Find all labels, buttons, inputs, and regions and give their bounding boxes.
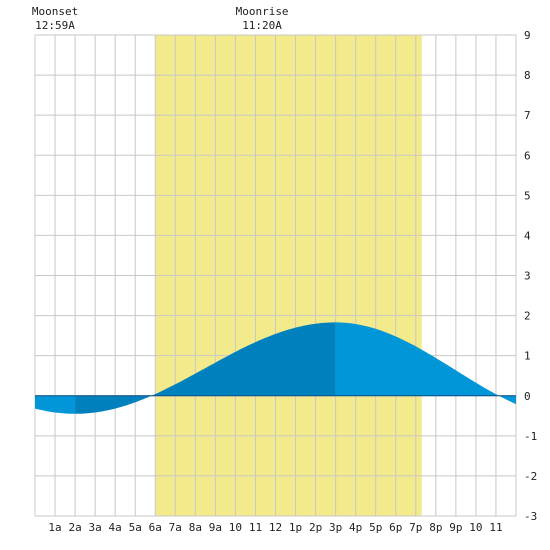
x-tick-label: 1p	[289, 521, 302, 534]
x-tick-label: 2a	[68, 521, 81, 534]
x-tick-label: 7a	[169, 521, 182, 534]
x-tick-label: 9a	[209, 521, 222, 534]
x-tick-label: 1a	[48, 521, 61, 534]
tide-area-rising	[75, 322, 336, 414]
x-tick-labels: 1a 2a 3a 4a 5a 6a 7a 8a 9a 10 11 12 1p 2p 3p 4p 5p 6p 7p 8p…	[48, 521, 502, 534]
y-tick-label: -3	[524, 510, 537, 523]
x-tick-label: 3p	[329, 521, 342, 534]
x-tick-label: 4a	[109, 521, 122, 534]
x-tick-label: 9p	[449, 521, 462, 534]
y-tick-label: 4	[524, 229, 531, 242]
y-tick-label: 8	[524, 69, 531, 82]
y-tick-label: 3	[524, 270, 531, 283]
x-tick-label: 5a	[129, 521, 142, 534]
tide-area-falling	[335, 322, 516, 405]
moon-event-time: 12:59A	[35, 19, 75, 32]
x-tick-label: 5p	[369, 521, 382, 534]
y-tick-label: 5	[524, 189, 531, 202]
x-tick-label: 12	[269, 521, 282, 534]
tide-layer	[35, 322, 516, 414]
x-tick-label: 2p	[309, 521, 322, 534]
tide-area-falling	[35, 395, 76, 414]
x-tick-label: 8a	[189, 521, 202, 534]
x-tick-label: 7p	[409, 521, 422, 534]
grid-layer	[34, 34, 517, 517]
x-tick-label: 10	[229, 521, 242, 534]
x-tick-label: 10	[469, 521, 482, 534]
y-tick-label: 6	[524, 149, 531, 162]
x-tick-label: 3a	[89, 521, 102, 534]
x-tick-label: 6p	[389, 521, 402, 534]
moon-event-label: Moonrise	[236, 5, 289, 18]
x-tick-label: 11	[249, 521, 262, 534]
x-tick-label: 4p	[349, 521, 362, 534]
x-tick-label: 11	[489, 521, 502, 534]
y-tick-label: 9	[524, 29, 531, 42]
y-tick-label: 1	[524, 350, 531, 363]
y-tick-label: -2	[524, 470, 537, 483]
y-tick-label: -1	[524, 430, 537, 443]
y-tick-label: 0	[524, 390, 531, 403]
y-tick-label: 2	[524, 310, 531, 323]
x-tick-label: 8p	[429, 521, 442, 534]
y-tick-labels: 9 8 7 6 5 4 3 2 1 0 -1 -2 -3	[524, 29, 537, 523]
moon-event-label: Moonset	[32, 5, 78, 18]
moon-event-time: 11:20A	[242, 19, 282, 32]
x-tick-label: 6a	[149, 521, 162, 534]
y-tick-label: 7	[524, 109, 531, 122]
